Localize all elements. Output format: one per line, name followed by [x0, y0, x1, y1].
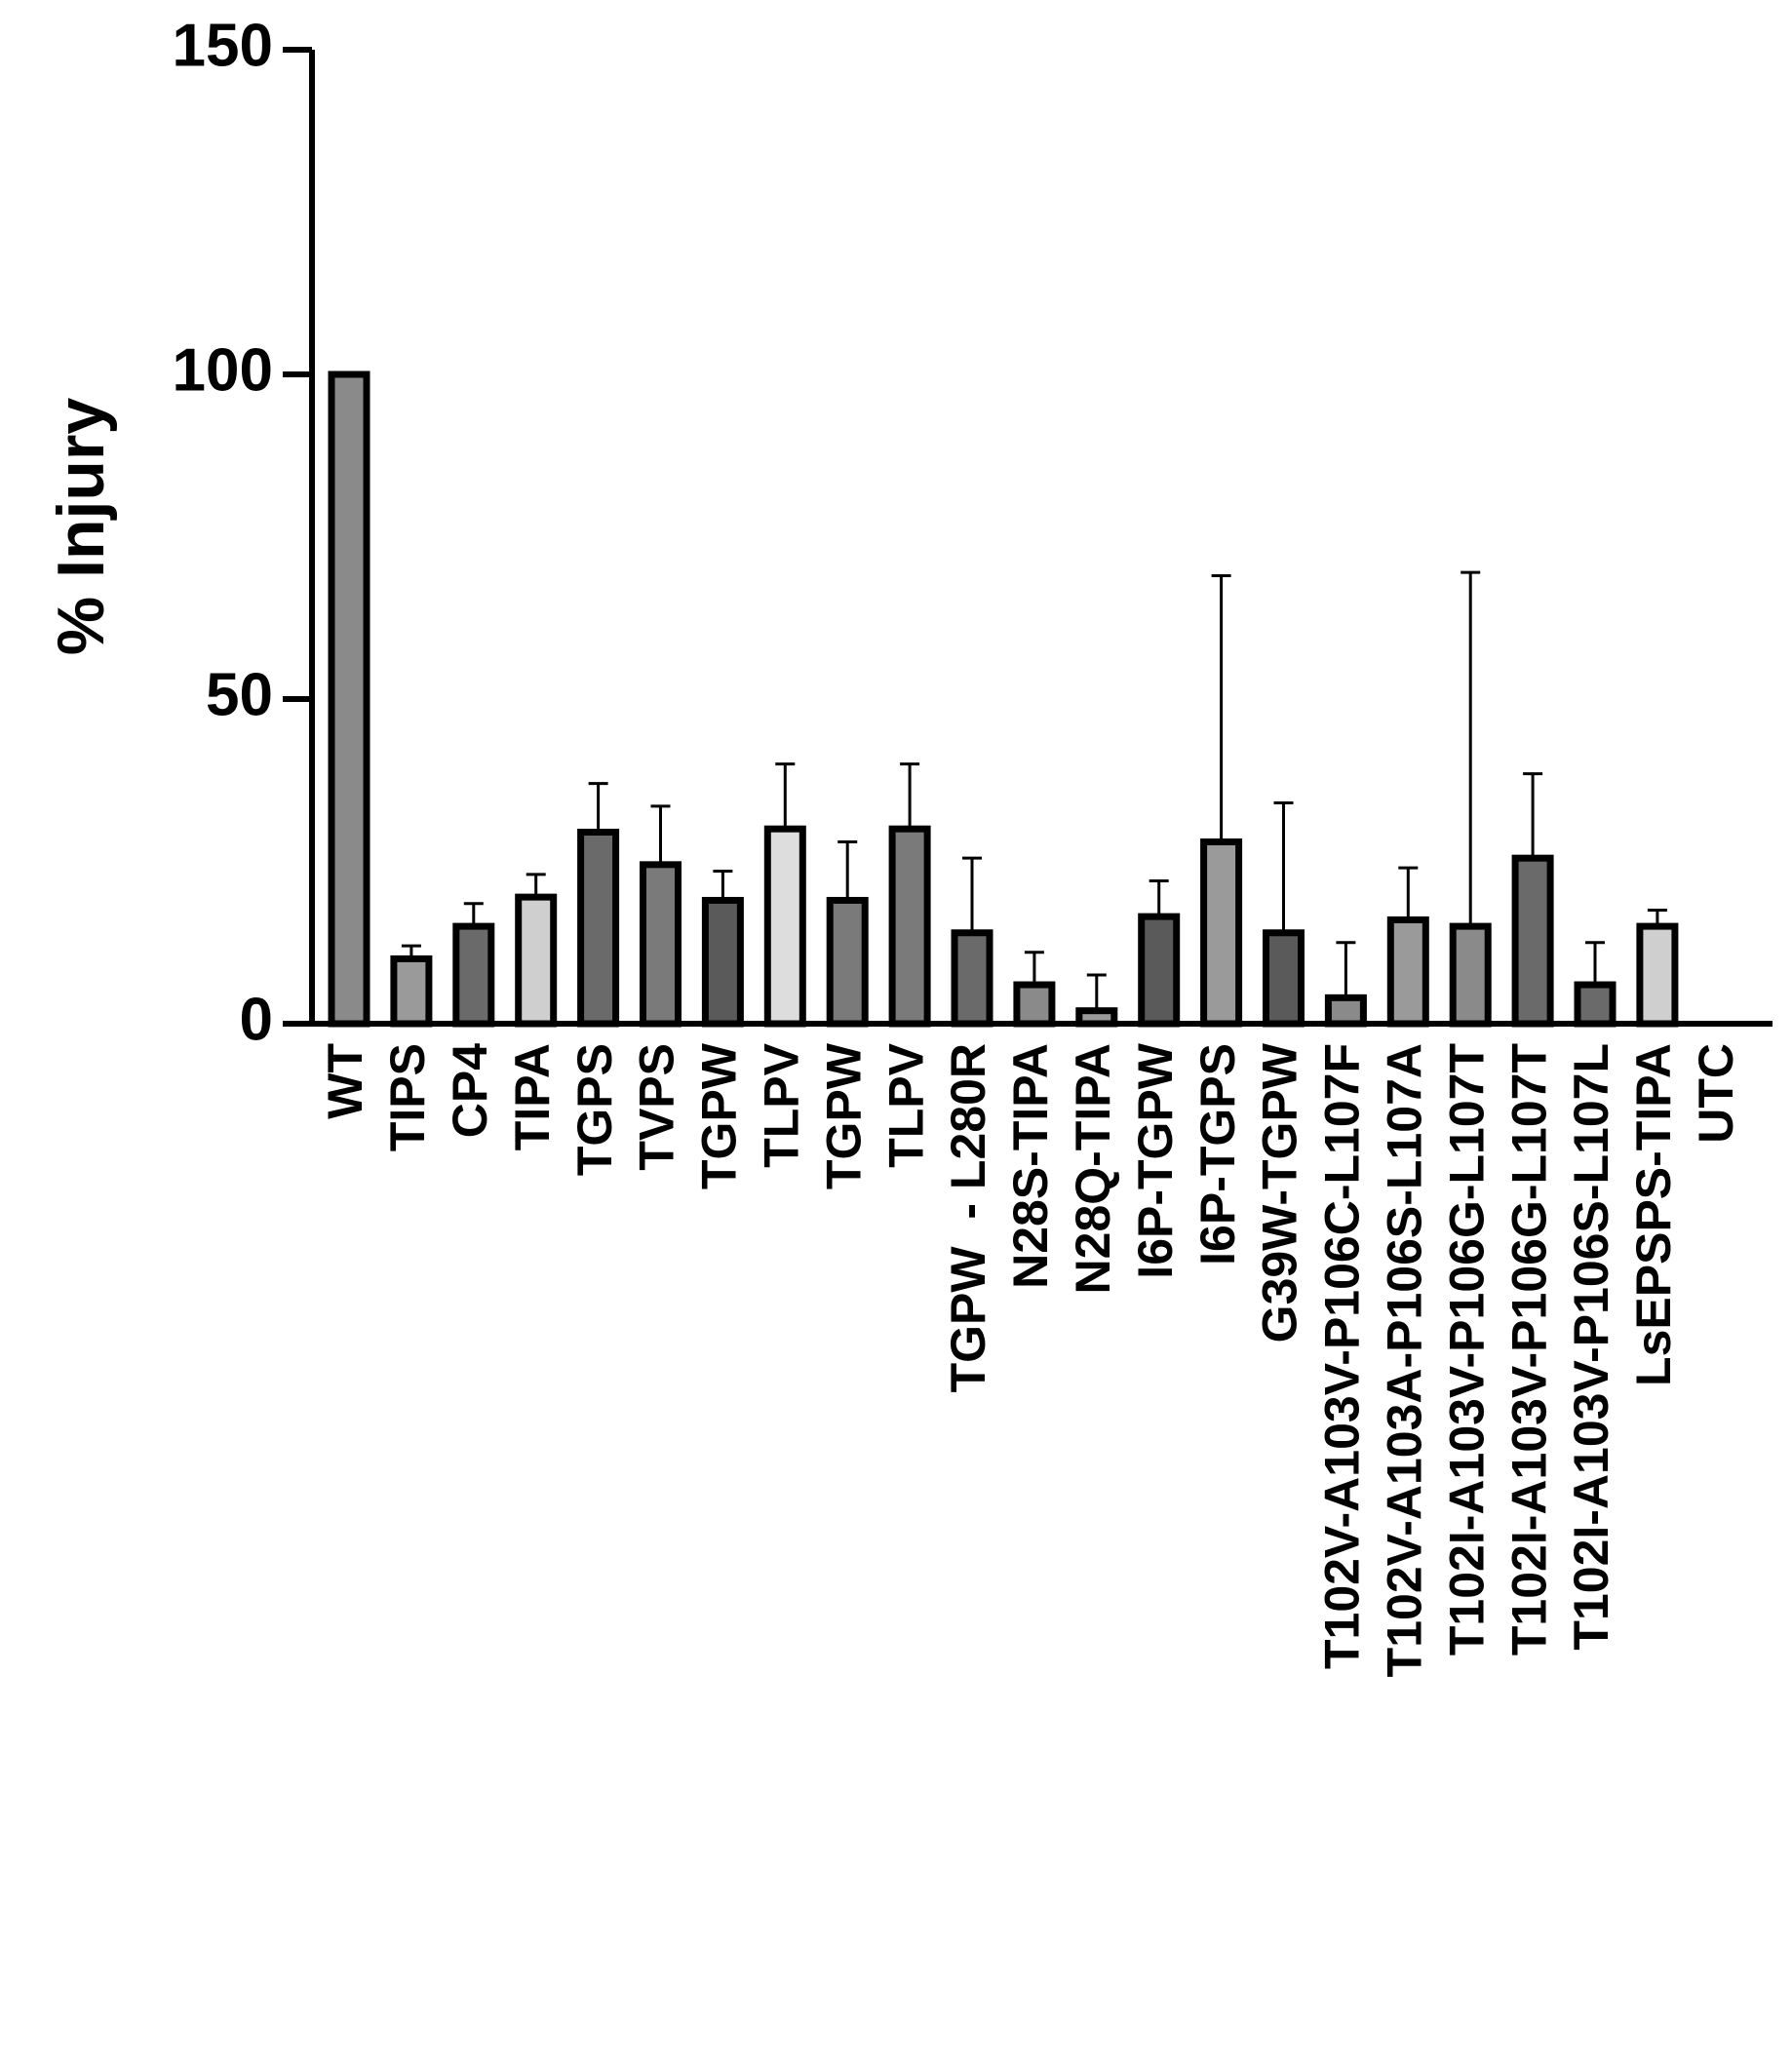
bar	[951, 929, 993, 1028]
bar	[701, 896, 744, 1028]
bar	[826, 896, 869, 1028]
x-tick-label: WT	[318, 1043, 372, 1119]
bar	[515, 893, 558, 1028]
x-tick-label: N28Q-TIPA	[1066, 1043, 1120, 1294]
x-tick-label: T102I-A103V-P106S-L107L	[1564, 1043, 1618, 1651]
x-tick-label: G39W-TGPW	[1253, 1042, 1307, 1343]
x-tick-label: CP4	[443, 1043, 497, 1138]
x-tick-label: TGPW	[816, 1042, 871, 1189]
x-tick-label: T102V-A103A-P106S-L107A	[1378, 1043, 1432, 1677]
bar	[888, 825, 931, 1028]
x-tick-label: LsEPSPS-TIPA	[1626, 1043, 1681, 1386]
bar	[577, 829, 620, 1028]
bar	[390, 954, 433, 1028]
x-tick-label: TLPV	[755, 1042, 809, 1167]
bar	[640, 861, 682, 1028]
x-tick-label: T102I-A103V-P106G-L107T	[1501, 1043, 1556, 1655]
bar	[328, 370, 370, 1028]
bar	[1200, 838, 1243, 1028]
bar	[452, 922, 495, 1028]
x-tick-label: T102V-A103V-P106C-L107F	[1315, 1043, 1370, 1669]
bar	[1013, 981, 1056, 1028]
y-tick-label: 100	[173, 336, 273, 404]
y-tick-label: 150	[173, 12, 273, 79]
x-tick-label: TVPS	[630, 1043, 684, 1171]
bar	[1138, 913, 1181, 1028]
bar	[1324, 993, 1367, 1028]
x-tick-label: TIPA	[505, 1043, 560, 1150]
y-tick-label: 50	[206, 661, 273, 728]
x-tick-label: N28S-TIPA	[1003, 1043, 1058, 1289]
bar	[1263, 929, 1305, 1028]
bar	[1449, 922, 1492, 1028]
x-tick-label: TGPW	[692, 1042, 747, 1189]
y-axis-title: % Injury	[44, 398, 118, 656]
bar	[763, 825, 806, 1028]
x-tick-label: I6P-TGPW	[1128, 1042, 1183, 1278]
bar	[1386, 915, 1429, 1028]
x-tick-label: UTC	[1689, 1043, 1743, 1144]
x-tick-label: TGPW - L280R	[941, 1043, 995, 1392]
x-tick-label: TGPS	[567, 1043, 622, 1176]
y-tick-label: 0	[240, 986, 273, 1053]
bar	[1075, 1007, 1118, 1028]
x-tick-label: TIPS	[380, 1043, 435, 1151]
x-tick-label: T102I-A103V-P106G-L107T	[1439, 1043, 1494, 1655]
bar	[1636, 922, 1679, 1028]
x-tick-label: TLPV	[878, 1042, 933, 1167]
bar	[1574, 981, 1617, 1028]
bar	[1511, 854, 1554, 1028]
x-tick-label: I6P-TGPS	[1190, 1043, 1245, 1266]
